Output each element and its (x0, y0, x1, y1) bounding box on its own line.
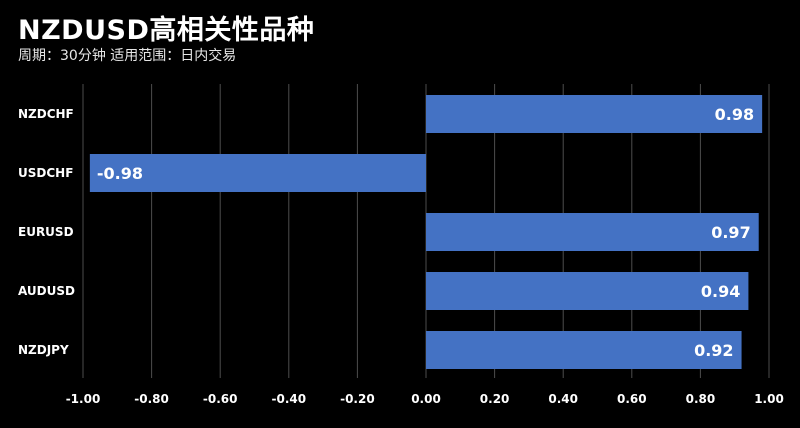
x-tick-label: 0.40 (548, 392, 578, 406)
data-label: -0.98 (97, 164, 143, 183)
data-label: 0.97 (711, 223, 750, 242)
x-tick-label: 0.20 (480, 392, 510, 406)
category-label: AUDUSD (18, 284, 75, 298)
x-tick-label: 0.80 (686, 392, 716, 406)
bar (426, 95, 763, 133)
chart-subtitle: 周期：30分钟 适用范围：日内交易 (18, 48, 237, 64)
x-tick-label: -0.60 (203, 392, 238, 406)
labels: -1.00 -0.80 -0.60 -0.40 -0.20 0.00 0.20 0.40 0.6… (18, 105, 784, 406)
data-label: 0.94 (701, 282, 740, 301)
category-label: NZDJPY (18, 343, 69, 357)
bar (426, 331, 742, 369)
x-tick-label: -0.20 (340, 392, 375, 406)
bar (426, 272, 749, 310)
x-tick-label: 0.00 (411, 392, 441, 406)
category-label: NZDCHF (18, 107, 74, 121)
category-label: EURUSD (18, 225, 74, 239)
x-tick-label: 1.00 (754, 392, 784, 406)
bar (89, 154, 427, 192)
x-tick-label: 0.60 (617, 392, 647, 406)
category-label: USDCHF (18, 166, 73, 180)
x-tick-label: -0.40 (272, 392, 307, 406)
bars (89, 95, 763, 369)
x-tick-label: -1.00 (66, 392, 101, 406)
data-label: 0.92 (694, 341, 733, 360)
bar (426, 213, 759, 251)
data-label: 0.98 (715, 105, 754, 124)
chart-title: NZDUSD高相关性品种 (18, 15, 315, 46)
x-tick-label: -0.80 (134, 392, 169, 406)
